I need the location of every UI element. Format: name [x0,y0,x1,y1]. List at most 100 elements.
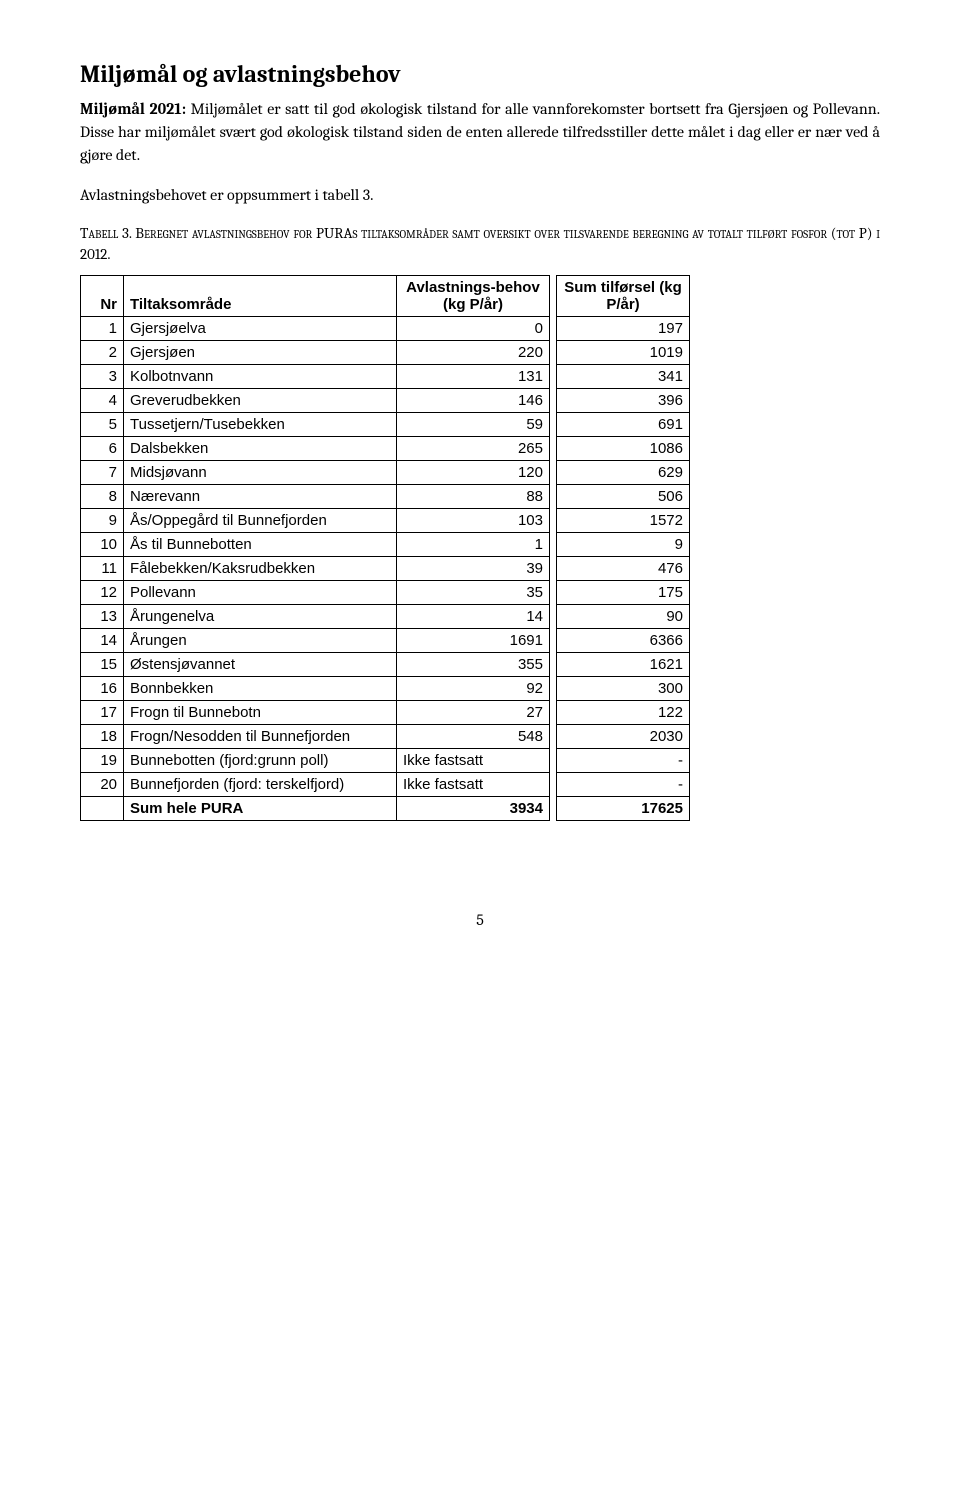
table-row: 9Ås/Oppegård til Bunnefjorden1031572 [81,508,690,532]
cell-nr: 13 [81,604,124,628]
cell-gap [550,316,557,340]
cell-sum: 396 [557,388,690,412]
cell-nr: 11 [81,556,124,580]
cell-val: 131 [397,364,550,388]
cell-val: 88 [397,484,550,508]
cell-name: Ås/Oppegård til Bunnefjorden [124,508,397,532]
cell-sum: 341 [557,364,690,388]
cell-name: Gjersjøelva [124,316,397,340]
header-nr: Nr [81,275,124,316]
cell-sum: 629 [557,460,690,484]
cell-sum: 506 [557,484,690,508]
cell-gap [550,364,557,388]
cell-sum: 90 [557,604,690,628]
cell-name: Fålebekken/Kaksrudbekken [124,556,397,580]
cell-name: Kolbotnvann [124,364,397,388]
table-row: 16Bonnbekken92300 [81,676,690,700]
paragraph-1-rest: Miljømålet er satt til god økologisk til… [80,100,880,164]
cell-val: 92 [397,676,550,700]
paragraph-2: Avlastningsbehovet er oppsummert i tabel… [80,184,880,207]
cell-val: 3934 [397,796,550,820]
cell-nr: 8 [81,484,124,508]
cell-val: 35 [397,580,550,604]
cell-gap [550,340,557,364]
cell-name: Tussetjern/Tusebekken [124,412,397,436]
cell-gap [550,724,557,748]
cell-val: 265 [397,436,550,460]
cell-nr: 15 [81,652,124,676]
cell-val: 120 [397,460,550,484]
cell-name: Bunnebotten (fjord:grunn poll) [124,748,397,772]
cell-nr: 10 [81,532,124,556]
cell-gap [550,532,557,556]
cell-val: 59 [397,412,550,436]
cell-sum: 1019 [557,340,690,364]
cell-val: 355 [397,652,550,676]
column-gap [550,275,557,316]
cell-val: 1691 [397,628,550,652]
cell-val: 1 [397,532,550,556]
cell-val: 27 [397,700,550,724]
caption-rest: Beregnet avlastningsbehov for PURAs tilt… [80,224,880,263]
header-val: Avlastnings-behov (kg P/år) [397,275,550,316]
cell-gap [550,556,557,580]
cell-sum: 300 [557,676,690,700]
paragraph-1: Miljømål 2021: Miljømålet er satt til go… [80,98,880,168]
cell-name: Årungen [124,628,397,652]
cell-nr: 16 [81,676,124,700]
table-row: 13Årungenelva1490 [81,604,690,628]
cell-gap [550,652,557,676]
cell-gap [550,628,557,652]
cell-name: Pollevann [124,580,397,604]
cell-sum: 1572 [557,508,690,532]
page-heading: Miljømål og avlastningsbehov [80,60,880,88]
table-row: 5Tussetjern/Tusebekken59 691 [81,412,690,436]
cell-gap [550,484,557,508]
cell-nr: 1 [81,316,124,340]
table-caption: Tabell 3. Beregnet avlastningsbehov for … [80,223,880,265]
cell-val: 146 [397,388,550,412]
cell-sum: 122 [557,700,690,724]
cell-gap [550,676,557,700]
cell-nr: 17 [81,700,124,724]
cell-sum: 6366 [557,628,690,652]
cell-nr: 4 [81,388,124,412]
table-row: 12Pollevann35175 [81,580,690,604]
cell-gap [550,436,557,460]
cell-name: Frogn til Bunnebotn [124,700,397,724]
table-row: 3Kolbotnvann131341 [81,364,690,388]
cell-gap [550,460,557,484]
cell-sum: 1621 [557,652,690,676]
cell-sum: 476 [557,556,690,580]
table-row: 17Frogn til Bunnebotn27 122 [81,700,690,724]
cell-name: Dalsbekken [124,436,397,460]
cell-nr: 12 [81,580,124,604]
table-row: 6Dalsbekken2651086 [81,436,690,460]
cell-nr: 20 [81,772,124,796]
paragraph-1-prefix: Miljømål 2021: [80,100,186,118]
table-row: 11Fålebekken/Kaksrudbekken39476 [81,556,690,580]
cell-sum: 1086 [557,436,690,460]
cell-gap [550,700,557,724]
table-row: 2Gjersjøen2201019 [81,340,690,364]
table-row: 20Bunnefjorden (fjord: terskelfjord)Ikke… [81,772,690,796]
cell-gap [550,796,557,820]
cell-name: Sum hele PURA [124,796,397,820]
page-number: 5 [80,911,880,929]
table-row: 14Årungen16916366 [81,628,690,652]
cell-sum: 2030 [557,724,690,748]
data-table: Nr Tiltaksområde Avlastnings-behov (kg P… [80,275,690,821]
cell-name: Bunnefjorden (fjord: terskelfjord) [124,772,397,796]
cell-sum: 691 [557,412,690,436]
header-name: Tiltaksområde [124,275,397,316]
table-row: 10Ås til Bunnebotten19 [81,532,690,556]
cell-sum: 9 [557,532,690,556]
cell-name: Ås til Bunnebotten [124,532,397,556]
table-row: 4Greverudbekken146396 [81,388,690,412]
cell-nr: 9 [81,508,124,532]
cell-nr: 5 [81,412,124,436]
cell-sum: - [557,748,690,772]
cell-gap [550,580,557,604]
cell-nr: 19 [81,748,124,772]
cell-nr: 2 [81,340,124,364]
